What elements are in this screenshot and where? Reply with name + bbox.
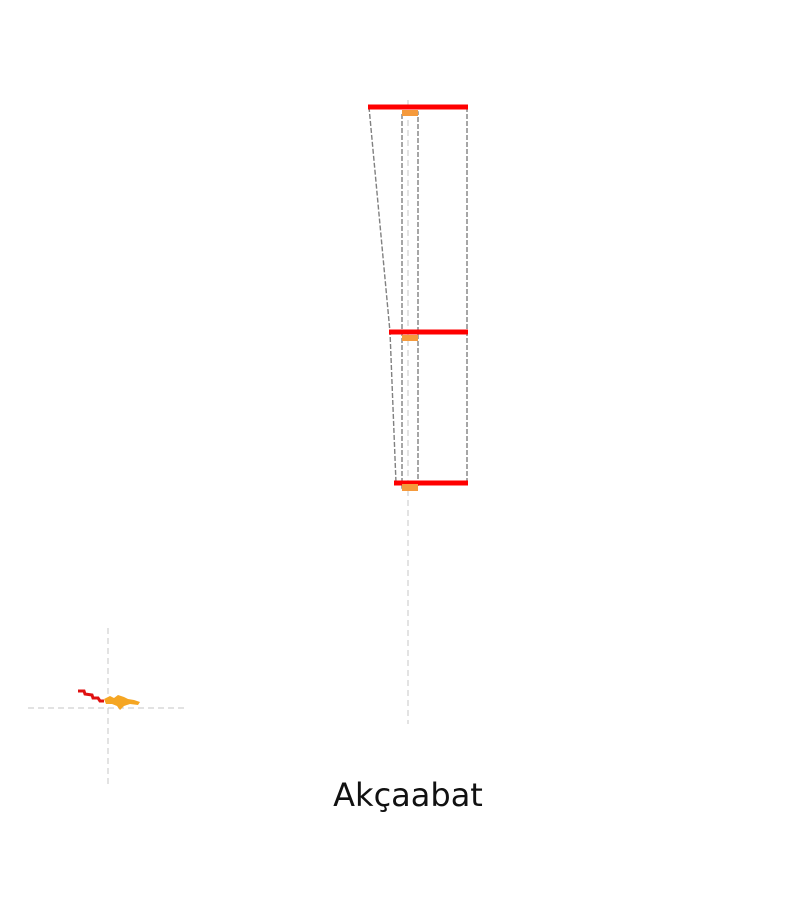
core-outline	[401, 111, 419, 489]
place-name-label: Akçaabat	[333, 776, 483, 814]
outer-outline-left	[368, 106, 397, 484]
core-marker-middle	[402, 335, 418, 341]
locator-map-red-segment	[78, 689, 104, 703]
locator-map-orange-segment	[104, 695, 140, 710]
core-marker-top	[402, 110, 418, 116]
core-marker-bottom	[402, 484, 418, 491]
